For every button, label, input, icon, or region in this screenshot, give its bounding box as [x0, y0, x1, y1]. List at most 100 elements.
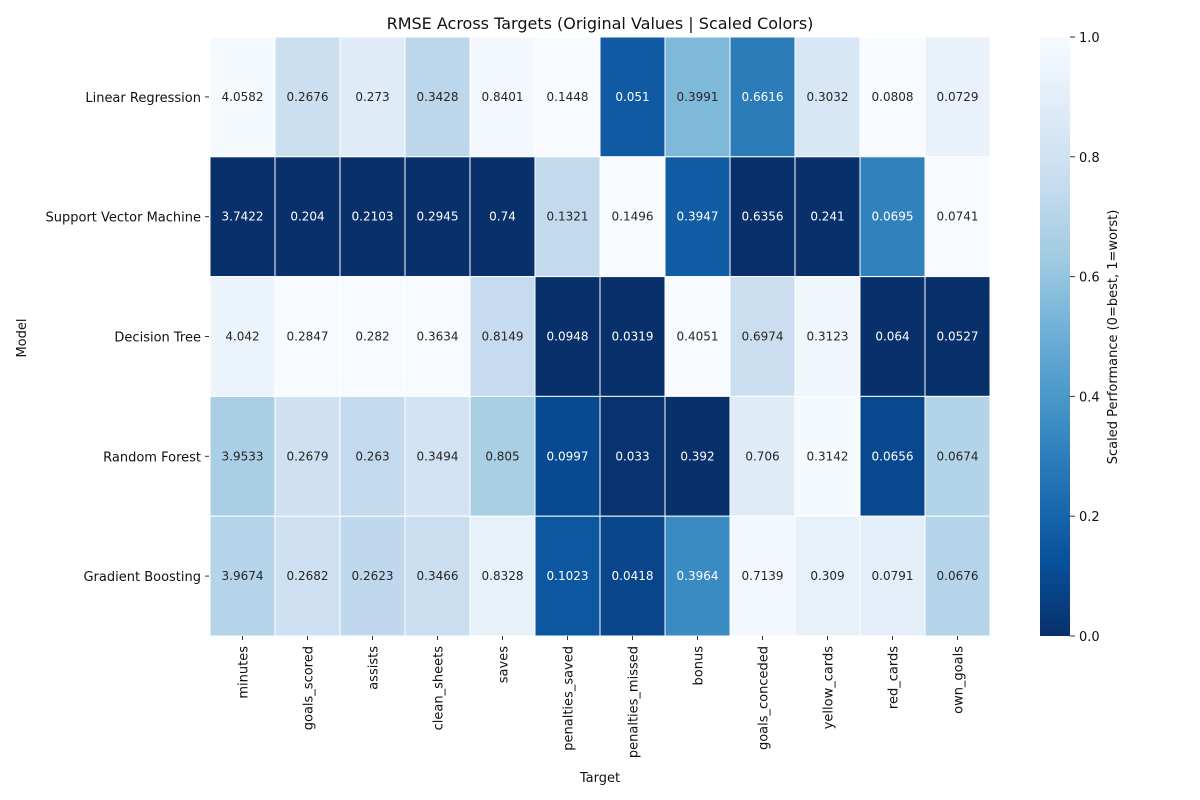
column-label: clean_sheets	[432, 646, 447, 731]
row-label: Gradient Boosting	[83, 570, 201, 585]
row-label: Decision Tree	[114, 331, 201, 346]
cell-value-label: 0.0948	[547, 330, 589, 344]
row-labels: Linear Regression Support Vector Machine D…	[46, 91, 209, 585]
cell-value-label: 0.241	[810, 210, 844, 224]
colorbar-ticks: 0.0 0.2 0.4 0.6 0.8 1.0	[1070, 31, 1100, 645]
colorbar-tick-label: 0.8	[1079, 151, 1100, 166]
heatmap-cell	[859, 395, 926, 517]
chart-title: RMSE Across Targets (Original Values | S…	[387, 14, 814, 33]
x-axis-label: Target	[579, 771, 620, 786]
colorbar-tick-label: 0.6	[1079, 271, 1100, 286]
cell-value-label: 0.0741	[937, 210, 979, 224]
column-label: penalties_missed	[627, 646, 642, 758]
row-label: Support Vector Machine	[46, 211, 202, 226]
heatmap-cell	[599, 276, 666, 397]
column-label: goals_conceded	[757, 646, 772, 750]
cell-value-label: 0.1496	[612, 210, 654, 224]
colorbar-tick-label: 1.0	[1079, 31, 1100, 46]
heatmap-cell	[664, 515, 731, 637]
cell-value-label: 0.033	[615, 449, 649, 463]
cell-value-label: 0.0729	[937, 90, 979, 104]
heatmap-cell	[404, 36, 471, 158]
heatmap-cell	[339, 276, 406, 397]
cell-value-label: 0.0997	[547, 449, 589, 463]
column-label: penalties_saved	[562, 646, 577, 751]
cell-value-label: 3.7422	[222, 210, 264, 224]
heatmap-cell	[404, 276, 471, 397]
cell-value-label: 0.273	[355, 90, 389, 104]
cell-value-label: 0.706	[745, 449, 779, 463]
cell-value-label: 0.0676	[937, 569, 979, 583]
cell-value-label: 0.3032	[807, 90, 849, 104]
cell-value-label: 0.3123	[807, 330, 849, 344]
cell-value-label: 0.0808	[872, 90, 914, 104]
heatmap-cell	[339, 395, 406, 517]
cell-value-label: 0.6616	[742, 90, 784, 104]
cell-value-label: 0.74	[489, 210, 516, 224]
cell-value-label: 0.2682	[287, 569, 329, 583]
heatmap-cell	[794, 395, 861, 517]
heatmap-cell	[209, 36, 276, 158]
heatmap-cell	[274, 156, 341, 278]
heatmap-cell	[729, 156, 796, 278]
cell-value-label: 0.051	[615, 90, 649, 104]
column-label: goals_scored	[302, 646, 317, 730]
heatmap-cell	[404, 156, 471, 278]
cell-value-label: 0.6974	[742, 330, 784, 344]
heatmap-cell	[209, 395, 276, 517]
heatmap-cell	[599, 395, 666, 517]
cell-value-label: 0.3964	[677, 569, 719, 583]
cell-value-label: 0.8149	[482, 330, 524, 344]
heatmap-cell	[599, 515, 666, 637]
cell-value-label: 0.2676	[287, 90, 329, 104]
cell-value-label: 0.3494	[417, 449, 459, 463]
cell-value-label: 0.0791	[872, 569, 914, 583]
cell-value-label: 0.0674	[937, 449, 979, 463]
column-label: bonus	[692, 646, 707, 686]
heatmap-cell	[534, 156, 601, 278]
heatmap-cell	[924, 36, 991, 158]
heatmap-cell	[469, 515, 536, 637]
cell-value-label: 0.0656	[872, 449, 914, 463]
heatmap-cell	[339, 36, 406, 158]
heatmap-cell	[924, 276, 991, 397]
heatmap-cell	[924, 156, 991, 278]
cell-value-label: 0.2623	[352, 569, 394, 583]
cell-value-label: 0.2847	[287, 330, 329, 344]
cell-value-label: 4.042	[225, 330, 259, 344]
cell-value-label: 0.0319	[612, 330, 654, 344]
cell-value-label: 0.805	[485, 449, 519, 463]
cell-value-label: 0.7139	[742, 569, 784, 583]
heatmap-cell	[339, 515, 406, 637]
cell-value-label: 0.3634	[417, 330, 459, 344]
heatmap-cell	[859, 515, 926, 637]
heatmap-cell	[209, 515, 276, 637]
cell-value-label: 0.3428	[417, 90, 459, 104]
cell-value-label: 0.064	[875, 330, 909, 344]
heatmap-cell	[794, 156, 861, 278]
cell-value-label: 0.3947	[677, 210, 719, 224]
column-label: own_goals	[952, 646, 967, 714]
heatmap-cell	[794, 36, 861, 158]
heatmap-cell	[404, 395, 471, 517]
cell-value-label: 0.8328	[482, 569, 524, 583]
heatmap-cell	[469, 276, 536, 397]
heatmap-cells: 4.0582 0.2676 0.273 0.3428 0.8401 0.1448 0.051…	[209, 36, 991, 637]
cell-value-label: 0.1321	[547, 210, 589, 224]
cell-value-label: 0.2945	[417, 210, 459, 224]
cell-value-label: 4.0582	[222, 90, 264, 104]
row-label: Linear Regression	[85, 91, 201, 106]
colorbar	[1040, 37, 1070, 636]
heatmap-cell	[924, 395, 991, 517]
column-label: red_cards	[887, 646, 902, 709]
column-labels: minutes goals_scored assists clean_sheets sa…	[237, 636, 967, 758]
cell-value-label: 0.392	[680, 449, 714, 463]
cell-value-label: 0.4051	[677, 330, 719, 344]
cell-value-label: 0.0527	[937, 330, 979, 344]
heatmap-cell	[599, 156, 666, 278]
heatmap-cell	[534, 395, 601, 517]
heatmap-cell	[274, 515, 341, 637]
colorbar-label: Scaled Performance (0=best, 1=worst)	[1106, 210, 1121, 465]
heatmap-cell	[859, 156, 926, 278]
